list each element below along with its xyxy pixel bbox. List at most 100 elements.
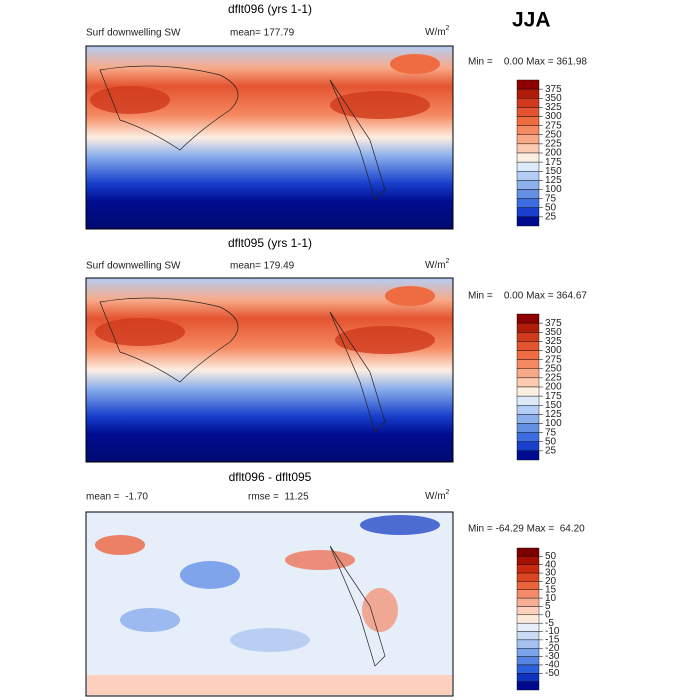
colorbar-swatch bbox=[516, 648, 540, 657]
colorbar-swatch bbox=[516, 198, 540, 208]
panel-title: dflt096 - dflt095 bbox=[229, 470, 312, 484]
colorbar-swatch bbox=[516, 386, 540, 397]
colorbar-swatch bbox=[516, 432, 540, 442]
colorbar-swatch bbox=[516, 125, 540, 135]
units-exponent: 2 bbox=[446, 25, 450, 32]
colorbar-label: 325 bbox=[545, 102, 562, 113]
colorbar-swatch bbox=[516, 673, 540, 682]
colorbar-swatch bbox=[516, 79, 540, 90]
colorbar-label: 250 bbox=[545, 363, 562, 374]
panel-title: dflt095 (yrs 1-1) bbox=[228, 236, 312, 250]
colorbar-label: 300 bbox=[545, 345, 562, 356]
colorbar-swatch bbox=[516, 368, 540, 379]
colorbar-swatch bbox=[516, 441, 540, 452]
field-label: mean = -1.70 bbox=[86, 492, 148, 503]
colorbar-swatch bbox=[516, 350, 540, 360]
colorbar-label: 75 bbox=[545, 427, 557, 438]
colorbar-swatch bbox=[516, 332, 540, 342]
units-label: W/m2 bbox=[425, 25, 450, 38]
colorbar-swatch bbox=[516, 341, 540, 351]
colorbar-label: 225 bbox=[545, 139, 562, 150]
colorbar-swatch bbox=[516, 606, 540, 616]
units-label: W/m2 bbox=[425, 489, 450, 502]
units-label: W/m2 bbox=[425, 258, 450, 271]
colorbar-swatch bbox=[516, 359, 540, 369]
colorbar-swatch bbox=[516, 423, 540, 433]
colorbar-swatch bbox=[516, 88, 540, 99]
field-label: Surf downwelling SW bbox=[86, 28, 181, 39]
colorbar-swatch bbox=[516, 450, 540, 461]
colorbar-swatch bbox=[516, 313, 540, 324]
colorbar-swatch bbox=[516, 664, 540, 674]
map bbox=[85, 277, 454, 463]
colorbar-label: 275 bbox=[545, 120, 562, 131]
colorbar-label: 40 bbox=[545, 559, 557, 570]
colorbar-label: 150 bbox=[545, 166, 562, 177]
stat-label: rmse = 11.25 bbox=[248, 492, 309, 503]
colorbar-label: -5 bbox=[545, 618, 554, 629]
colorbar-swatch bbox=[516, 161, 540, 172]
colorbar-swatch bbox=[516, 152, 540, 163]
field-label: Surf downwelling SW bbox=[86, 261, 181, 272]
colorbar-label: -40 bbox=[545, 660, 560, 671]
colorbar-label: 250 bbox=[545, 129, 562, 140]
colorbar-swatch bbox=[516, 631, 540, 641]
colorbar-label: -20 bbox=[545, 643, 560, 654]
colorbar-swatch bbox=[516, 614, 540, 624]
colorbar-label: 150 bbox=[545, 400, 562, 411]
colorbar-label: 15 bbox=[545, 584, 557, 595]
units-base: W/m bbox=[425, 27, 446, 38]
colorbar-label: 100 bbox=[545, 418, 562, 429]
colorbar-swatch bbox=[516, 322, 540, 333]
min-max-label: Min = 0.00 Max = 364.67 bbox=[468, 291, 587, 302]
colorbar-label: 5 bbox=[545, 601, 551, 612]
colorbar-swatch bbox=[516, 681, 540, 691]
colorbar-swatch bbox=[516, 405, 540, 415]
colorbar-label: 25 bbox=[545, 212, 557, 223]
units-exponent: 2 bbox=[446, 258, 450, 265]
colorbar-label: 300 bbox=[545, 111, 562, 122]
colorbar-label: 30 bbox=[545, 568, 557, 579]
colorbar-swatch bbox=[516, 556, 540, 565]
colorbar-label: 100 bbox=[545, 184, 562, 195]
colorbar-label: 175 bbox=[545, 157, 562, 168]
colorbar-swatch bbox=[516, 414, 540, 424]
colorbar-label: 375 bbox=[545, 84, 562, 95]
colorbar-swatch bbox=[516, 581, 540, 590]
colorbar-swatch bbox=[516, 597, 540, 607]
colorbar-label: 200 bbox=[545, 382, 562, 393]
colorbar-swatch bbox=[516, 216, 540, 227]
colorbar-swatch bbox=[516, 98, 540, 108]
colorbar-label: 325 bbox=[545, 336, 562, 347]
colorbar-swatch bbox=[516, 656, 540, 666]
colorbar-swatch bbox=[516, 564, 540, 574]
stat-label: mean= 177.79 bbox=[230, 28, 295, 39]
colorbar-label: -50 bbox=[545, 668, 560, 679]
colorbar-swatch bbox=[516, 207, 540, 218]
colorbar-label: 10 bbox=[545, 593, 557, 604]
colorbar-swatch bbox=[516, 589, 540, 599]
panel-title: dflt096 (yrs 1-1) bbox=[228, 2, 312, 16]
colorbar-label: -30 bbox=[545, 651, 560, 662]
colorbar-swatch bbox=[516, 639, 540, 649]
colorbar-label: 20 bbox=[545, 576, 557, 587]
stat-label: mean= 179.49 bbox=[230, 261, 295, 272]
colorbar-swatch bbox=[516, 395, 540, 406]
colorbar-label: 50 bbox=[545, 202, 557, 213]
colorbar-swatch bbox=[516, 377, 540, 388]
colorbar-label: 175 bbox=[545, 391, 562, 402]
units-exponent: 2 bbox=[446, 489, 450, 496]
colorbar-swatch bbox=[516, 171, 540, 181]
colorbar-swatch bbox=[516, 572, 540, 582]
min-max-label: Min = -64.29 Max = 64.20 bbox=[468, 524, 585, 535]
colorbar-label: 200 bbox=[545, 148, 562, 159]
map bbox=[85, 511, 454, 697]
season-label: JJA bbox=[512, 9, 551, 32]
colorbar-label: 125 bbox=[545, 409, 562, 420]
colorbar-label: 25 bbox=[545, 446, 557, 457]
colorbar-swatch bbox=[516, 134, 540, 145]
colorbar-label: 275 bbox=[545, 354, 562, 365]
colorbar-swatch bbox=[516, 180, 540, 190]
colorbar-label: 125 bbox=[545, 175, 562, 186]
colorbar-swatch bbox=[516, 622, 540, 632]
